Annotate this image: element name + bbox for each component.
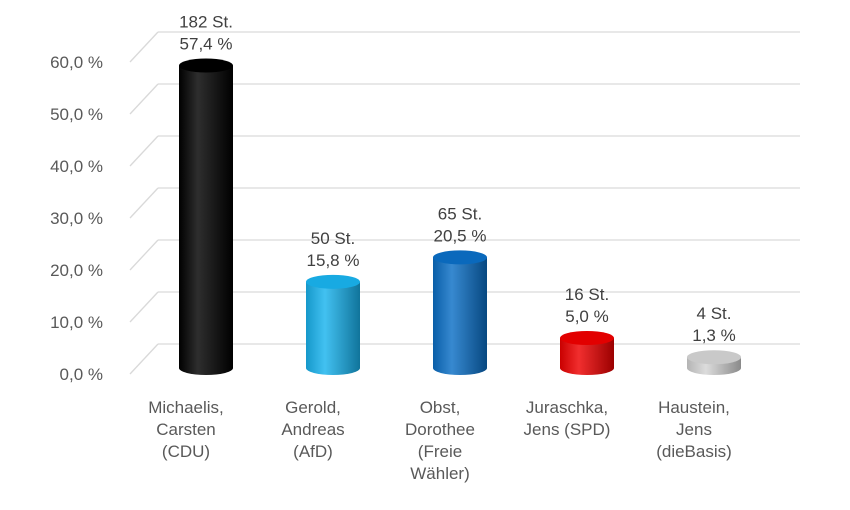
- bar: [433, 250, 487, 375]
- category-label-line: (AfD): [293, 442, 333, 461]
- vote-count-label: 16 St.: [565, 285, 609, 304]
- category-label-line: Juraschka,: [526, 398, 608, 417]
- category-label-line: Jens (SPD): [524, 420, 611, 439]
- gridline-depth: [129, 239, 159, 271]
- category-label: Haustein, Jens (dieBasis): [656, 398, 732, 461]
- y-tick-label: 50,0 %: [50, 105, 103, 124]
- bar-body: [306, 281, 360, 375]
- bar: [179, 58, 233, 376]
- percent-label: 5,0 %: [565, 307, 608, 326]
- bar-top: [687, 350, 741, 365]
- y-tick-label: 10,0 %: [50, 313, 103, 332]
- category-label: Michaelis, Carsten (CDU): [148, 398, 224, 461]
- vote-count-label: 65 St.: [438, 204, 482, 223]
- y-tick-label: 0,0 %: [60, 365, 103, 384]
- y-tick-label: 30,0 %: [50, 209, 103, 228]
- category-label-line: (CDU): [162, 442, 210, 461]
- percent-label: 1,3 %: [692, 326, 735, 345]
- category-label: Obst, Dorothee (Freie Wähler): [405, 398, 475, 483]
- category-label-line: (Freie: [418, 442, 462, 461]
- category-label-line: (dieBasis): [656, 442, 732, 461]
- percent-label: 20,5 %: [434, 226, 487, 245]
- category-label: Gerold, Andreas (AfD): [281, 398, 344, 461]
- bar-top: [306, 274, 360, 289]
- y-tick-label: 20,0 %: [50, 261, 103, 280]
- category-label: Juraschka, Jens (SPD): [524, 398, 611, 439]
- y-tick-label: 60,0 %: [50, 53, 103, 72]
- gridline-depth: [129, 135, 159, 167]
- gridline-depth: [129, 291, 159, 323]
- category-label-line: Carsten: [156, 420, 216, 439]
- gridline-depth: [129, 343, 159, 375]
- bar-body: [560, 338, 614, 375]
- vote-count-label: 50 St.: [311, 229, 355, 248]
- bar-body: [433, 257, 487, 375]
- category-label-line: Haustein,: [658, 398, 730, 417]
- grid-lines: [129, 31, 800, 375]
- bar: [687, 350, 741, 375]
- percent-label: 15,8 %: [307, 251, 360, 270]
- bars: [179, 58, 741, 376]
- category-label-line: Obst,: [420, 398, 461, 417]
- gridline-depth: [129, 83, 159, 115]
- bar-top: [433, 250, 487, 265]
- bar-body: [179, 65, 233, 376]
- category-label-line: Michaelis,: [148, 398, 224, 417]
- category-label-line: Wähler): [410, 464, 470, 483]
- category-labels: Michaelis, Carsten (CDU) Gerold, Andreas (AfD…: [148, 398, 732, 483]
- category-label-line: Dorothee: [405, 420, 475, 439]
- category-label-line: Gerold,: [285, 398, 341, 417]
- vote-count-label: 4 St.: [697, 304, 732, 323]
- category-label-line: Jens: [676, 420, 712, 439]
- percent-label: 57,4 %: [180, 35, 233, 54]
- gridline-depth: [129, 187, 159, 219]
- bar: [306, 274, 360, 375]
- data-labels: 182 St. 57,4 % 50 St. 15,8 % 65 St. 20,5 % 16 …: [179, 13, 736, 346]
- y-axis-tick-labels: 0,0 % 10,0 % 20,0 % 30,0 % 40,0 % 50,0 % 60,0 …: [50, 53, 103, 384]
- category-label-line: Andreas: [281, 420, 344, 439]
- vote-count-label: 182 St.: [179, 13, 233, 32]
- y-tick-label: 40,0 %: [50, 157, 103, 176]
- bar-top: [560, 331, 614, 345]
- bar: [560, 331, 614, 375]
- bar-top: [179, 58, 233, 73]
- gridline-depth: [129, 31, 159, 63]
